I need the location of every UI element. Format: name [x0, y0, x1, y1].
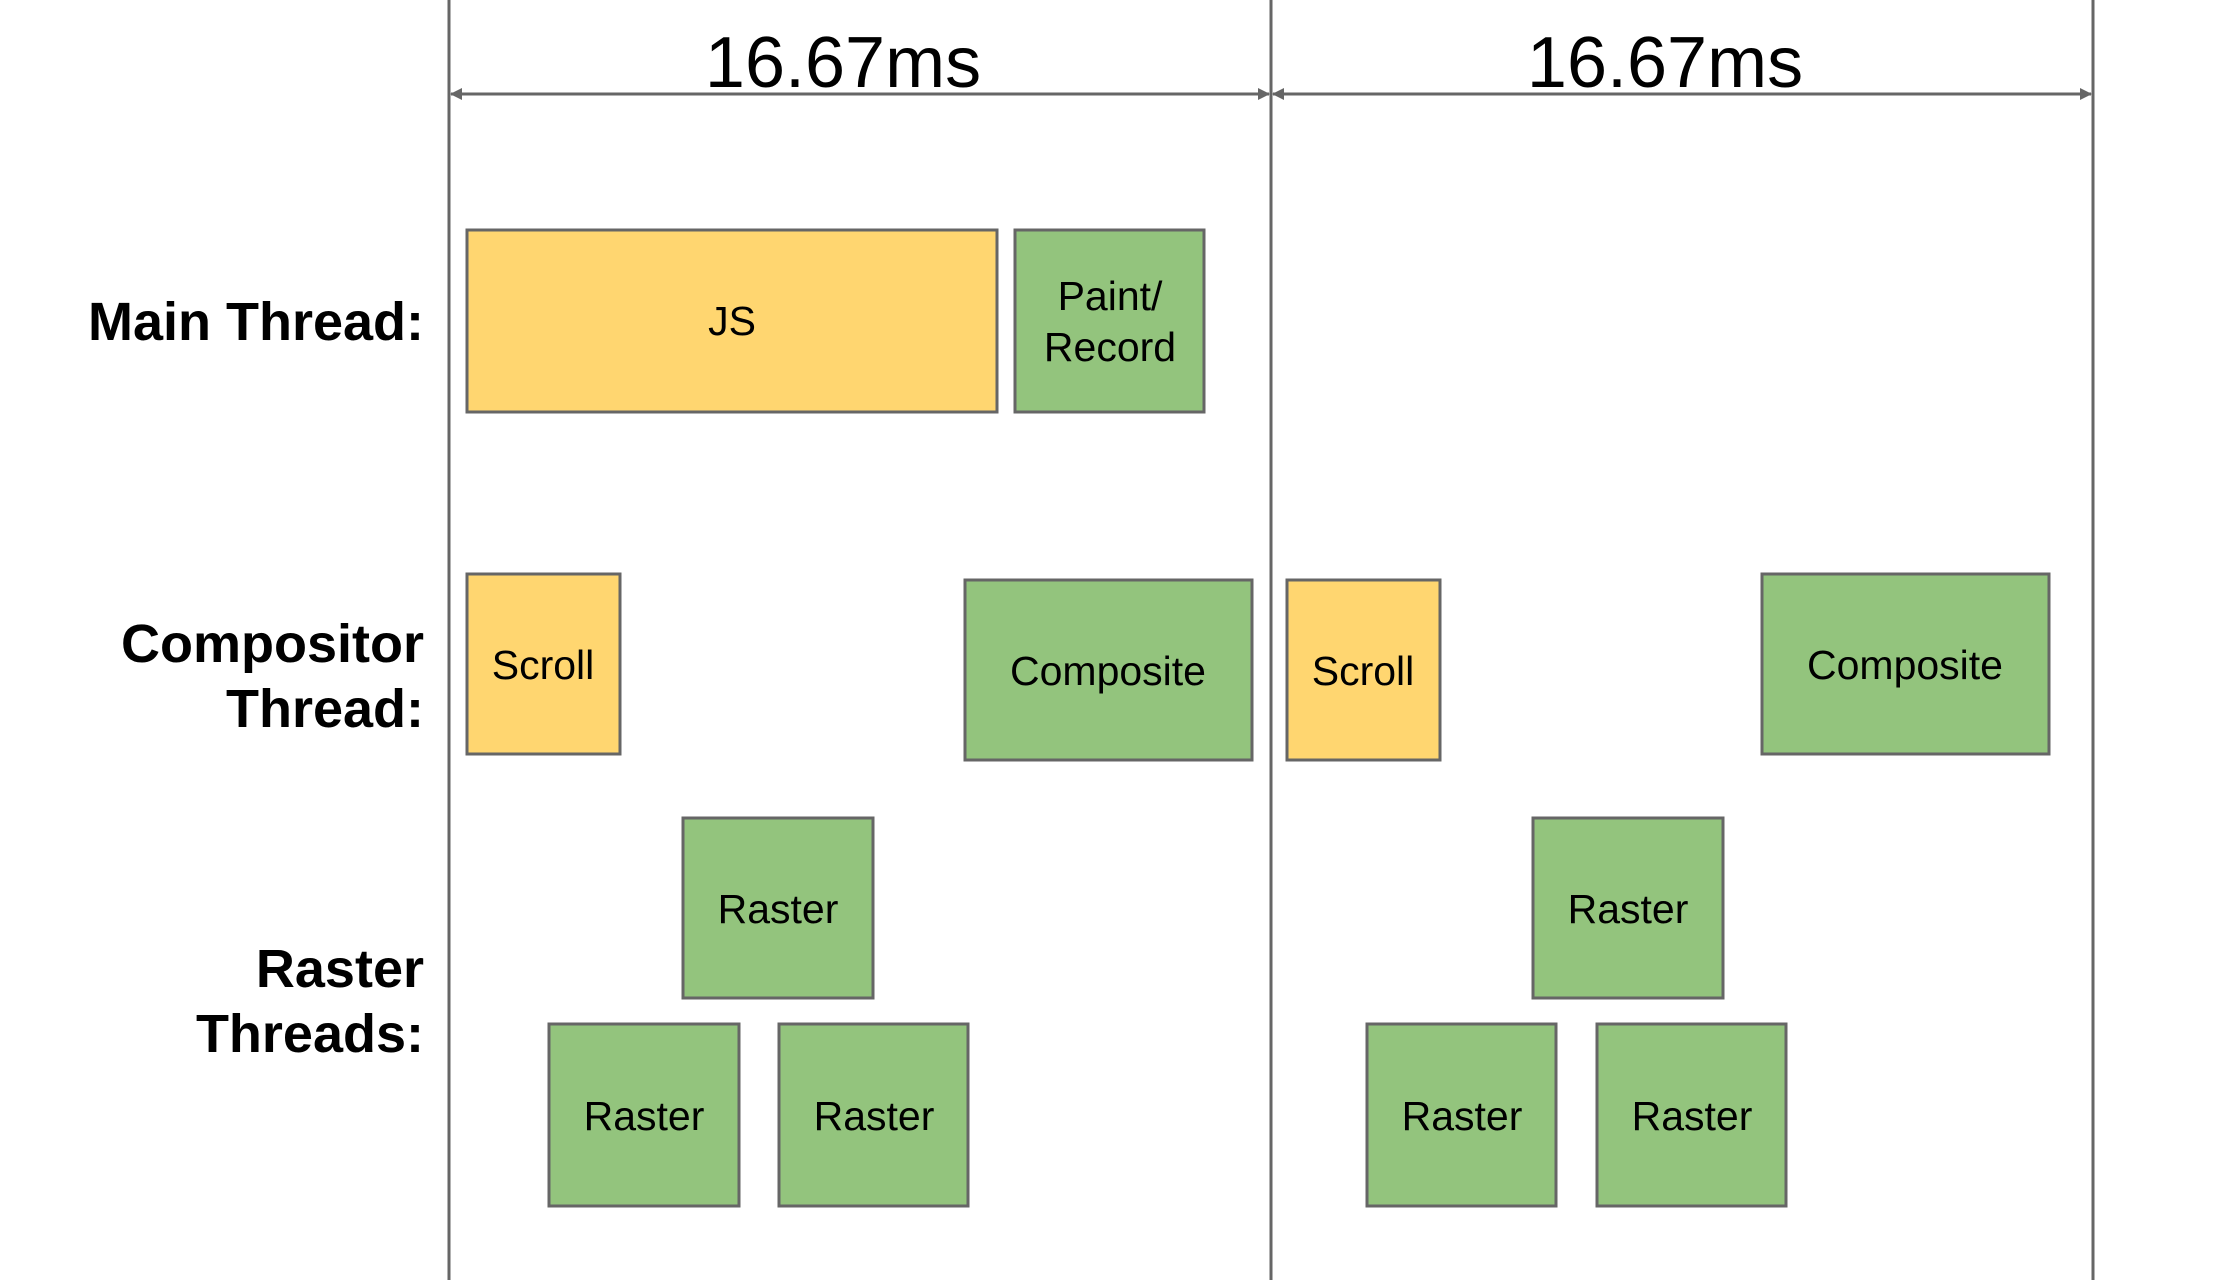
raster-block-frame-1-left: Raster: [547, 1022, 741, 1208]
raster-block-frame-1-right: Raster: [777, 1022, 970, 1208]
scroll-block-frame-1-label: Scroll: [492, 642, 595, 688]
frame-duration-label-2: 16.67ms: [1527, 23, 1803, 103]
row-label-compositor-thread: Compositor Thread:: [121, 614, 424, 739]
composite-block-frame-1: Composite: [963, 578, 1254, 762]
scroll-block-frame-2-label: Scroll: [1312, 648, 1415, 694]
row-label-raster-threads-line-1: Raster: [256, 939, 424, 999]
js-block: JS: [465, 228, 999, 414]
js-block-label: JS: [708, 298, 756, 344]
raster-block-frame-2-right: Raster: [1595, 1022, 1788, 1208]
composite-block-frame-2-label: Composite: [1807, 642, 2003, 688]
row-label-compositor-thread-line-2: Thread:: [226, 679, 424, 739]
raster-block-frame-2-right-label: Raster: [1632, 1093, 1753, 1139]
raster-block-frame-1-top: Raster: [681, 816, 875, 1000]
frame-duration-label-1: 16.67ms: [705, 23, 981, 103]
composite-block-frame-2: Composite: [1760, 572, 2051, 756]
raster-block-frame-2-left-label: Raster: [1402, 1093, 1523, 1139]
composite-block-frame-1-label: Composite: [1010, 648, 1206, 694]
row-label-compositor-thread-line-1: Compositor: [121, 614, 424, 674]
raster-block-frame-2-top-label: Raster: [1568, 886, 1689, 932]
raster-block-frame-2-left: Raster: [1365, 1022, 1558, 1208]
scroll-block-frame-2: Scroll: [1285, 578, 1442, 762]
raster-block-frame-1-top-label: Raster: [718, 886, 839, 932]
raster-block-frame-1-left-label: Raster: [584, 1093, 705, 1139]
paint-record-block-label-line-2: Record: [1044, 324, 1176, 370]
paint-record-block-label-line-1: Paint/: [1058, 273, 1163, 319]
row-label-raster-threads-line-2: Threads:: [196, 1004, 424, 1064]
row-label-main-thread-line-1: Main Thread:: [88, 292, 424, 352]
row-label-main-thread: Main Thread:: [88, 292, 424, 352]
raster-block-frame-2-top: Raster: [1531, 816, 1725, 1000]
scroll-block-frame-1: Scroll: [465, 572, 622, 756]
row-label-raster-threads: Raster Threads:: [196, 939, 424, 1064]
paint-record-block: Paint/ Record: [1013, 228, 1206, 414]
raster-block-frame-1-right-label: Raster: [814, 1093, 935, 1139]
